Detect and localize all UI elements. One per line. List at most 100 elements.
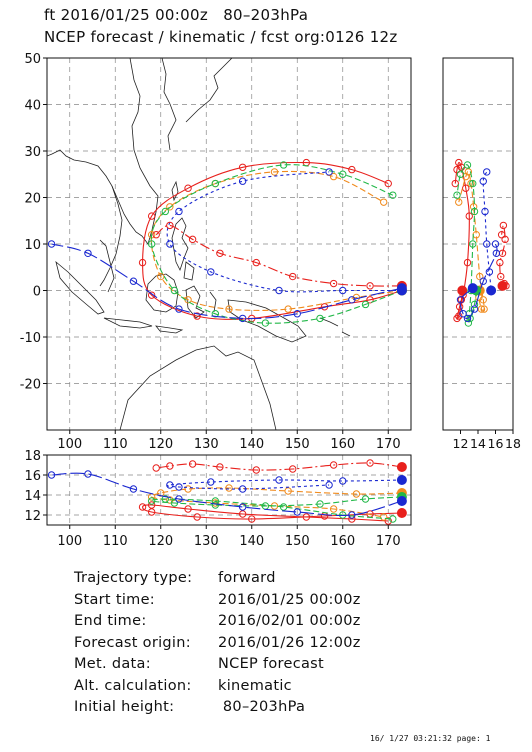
trajectory-point bbox=[469, 179, 477, 188]
trajectory-point bbox=[459, 310, 467, 318]
trajectory-point bbox=[502, 282, 510, 290]
trajectory-point bbox=[329, 461, 338, 469]
trajectory-point bbox=[497, 231, 506, 239]
bottom-y-tick-label: 16 bbox=[24, 469, 41, 484]
trajectory-point bbox=[147, 212, 156, 220]
info-row: End time: 2016/02/01 00:00z bbox=[74, 613, 361, 635]
trajectory-point bbox=[216, 249, 224, 258]
trajectory-point bbox=[175, 305, 183, 313]
map-x-tick-label: 150 bbox=[285, 437, 310, 452]
trajectory-start-point bbox=[396, 508, 407, 518]
info-value: NCEP forecast bbox=[218, 656, 325, 672]
map-y-tick-label: -20 bbox=[20, 378, 41, 393]
trajectory-point bbox=[238, 177, 247, 185]
trajectory-point bbox=[238, 485, 247, 493]
map-x-tick-label: 130 bbox=[194, 437, 219, 452]
info-value: forward bbox=[218, 570, 276, 586]
map-y-tick-label: 30 bbox=[24, 145, 41, 160]
trajectory-point bbox=[147, 291, 156, 299]
side-x-tick-label: 16 bbox=[488, 436, 504, 451]
bottom-x-tick-label: 150 bbox=[285, 534, 310, 549]
trajectory-line-map bbox=[142, 161, 403, 320]
coastline bbox=[47, 58, 351, 430]
trajectory-point bbox=[166, 240, 174, 248]
trajectory-point bbox=[275, 286, 283, 295]
trajectory-point bbox=[492, 249, 501, 258]
info-key: End time: bbox=[74, 613, 147, 629]
trajectory-point bbox=[455, 158, 463, 167]
trajectory-start-point bbox=[396, 475, 407, 485]
trajectory-start-point bbox=[467, 283, 478, 294]
trajectory-point bbox=[480, 305, 488, 313]
trajectory-point bbox=[470, 207, 479, 216]
trajectory-point bbox=[380, 513, 388, 521]
trajectory-point bbox=[352, 490, 361, 498]
map-y-tick-label: 20 bbox=[24, 192, 41, 207]
trajectory-point bbox=[464, 319, 473, 327]
trajectory-point bbox=[453, 165, 461, 174]
info-value: 2016/02/01 00:00z bbox=[218, 613, 361, 629]
trajectory-info: Trajectory type: forward Start time: 2016/… bbox=[74, 570, 361, 721]
trajectory-point bbox=[152, 464, 160, 472]
trajectory-point bbox=[152, 231, 160, 239]
trajectory-line-map bbox=[155, 224, 402, 287]
trajectory-point bbox=[184, 505, 192, 513]
trajectory-point bbox=[207, 478, 215, 486]
bottom-x-tick-label: 170 bbox=[376, 534, 401, 549]
trajectory-line-bottom bbox=[150, 496, 402, 520]
trajectory-point bbox=[166, 481, 174, 489]
trajectory-point bbox=[463, 314, 472, 323]
bottom-panel-frame bbox=[46, 454, 412, 526]
trajectory-point bbox=[138, 503, 147, 511]
map-x-tick-label: 170 bbox=[376, 437, 401, 452]
trajectory-line-bottom bbox=[51, 472, 403, 517]
bottom-x-tick-label: 100 bbox=[57, 534, 82, 549]
map-y-tick-label: 50 bbox=[24, 52, 41, 67]
trajectory-start-point bbox=[396, 496, 407, 506]
trajectory-point bbox=[456, 296, 465, 304]
trajectory-point bbox=[325, 168, 333, 176]
map-grid bbox=[47, 57, 513, 525]
trajectory-line-map bbox=[51, 243, 403, 320]
trajectory-point bbox=[238, 503, 247, 511]
side-x-tick-label: 18 bbox=[505, 436, 521, 451]
bottom-x-tick-label: 140 bbox=[239, 534, 264, 549]
map-x-tick-label: 110 bbox=[103, 437, 128, 452]
trajectory-point bbox=[147, 240, 156, 248]
info-key: Met. data: bbox=[74, 656, 151, 672]
trajectory-point bbox=[384, 179, 392, 188]
bottom-y-tick-label: 18 bbox=[24, 449, 41, 464]
trajectory-point bbox=[329, 505, 338, 513]
trajectory-line-side bbox=[459, 243, 498, 320]
trajectory-point bbox=[225, 305, 233, 313]
bottom-x-tick-label: 160 bbox=[330, 534, 355, 549]
trajectory-point bbox=[348, 511, 356, 519]
trajectory-point bbox=[211, 179, 220, 188]
trajectory-point bbox=[316, 500, 324, 508]
trajectory-line-side bbox=[454, 161, 470, 320]
trajectory-point bbox=[463, 161, 472, 169]
info-key: Start time: bbox=[74, 591, 155, 608]
trajectory-start-point bbox=[396, 283, 407, 294]
trajectory-point bbox=[166, 462, 174, 470]
trajectory-point bbox=[380, 198, 388, 206]
info-value: kinematic bbox=[218, 677, 292, 694]
trajectory-point bbox=[47, 240, 56, 248]
trajectory-point bbox=[456, 170, 465, 178]
trajectory-point bbox=[483, 240, 491, 248]
trajectory-point bbox=[465, 212, 473, 220]
trajectory-point bbox=[211, 310, 220, 318]
trajectory-point bbox=[84, 249, 92, 258]
trajectory-point bbox=[238, 163, 247, 171]
trajectory-point bbox=[284, 305, 292, 313]
info-row: Initial height: 80–203hPa bbox=[74, 699, 361, 721]
trajectory-point bbox=[248, 515, 256, 523]
trajectory-point bbox=[175, 495, 183, 503]
trajectory-point bbox=[329, 279, 338, 288]
trajectory-point bbox=[175, 207, 183, 216]
trajectory-point bbox=[293, 310, 301, 318]
trajectory-point bbox=[170, 286, 179, 295]
map-x-tick-label: 120 bbox=[148, 437, 173, 452]
trajectory-point bbox=[366, 296, 374, 304]
side-x-tick-label: 12 bbox=[453, 436, 469, 451]
